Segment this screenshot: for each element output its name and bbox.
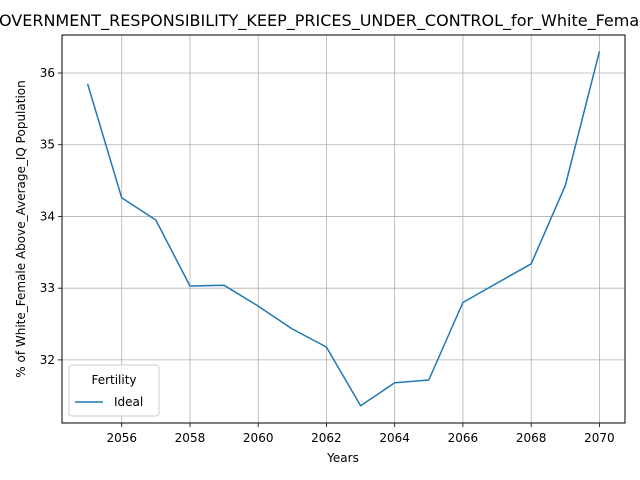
x-tick-label: 2060 — [243, 431, 274, 445]
y-tick-label: 34 — [40, 209, 55, 223]
x-tick-label: 2058 — [175, 431, 206, 445]
x-axis-label: Years — [326, 451, 359, 465]
y-tick-label: 33 — [40, 281, 55, 295]
x-tick-label: 2068 — [516, 431, 547, 445]
x-tick-label: 2066 — [448, 431, 479, 445]
y-tick-label: 36 — [40, 66, 55, 80]
x-tick-label: 2070 — [584, 431, 615, 445]
x-tick-label: 2062 — [311, 431, 342, 445]
x-tick-label: 2064 — [379, 431, 410, 445]
x-axis-ticks: 2056 2058 2060 2062 2064 2066 2068 2070 — [106, 423, 615, 445]
plot-area — [86, 51, 601, 407]
y-tick-label: 32 — [40, 353, 55, 367]
y-axis-ticks: 32 33 34 35 36 — [40, 66, 62, 367]
legend-entry-ideal: Ideal — [114, 395, 143, 409]
chart-title: GOVERNMENT_RESPONSIBILITY_KEEP_PRICES_UN… — [0, 11, 640, 31]
legend-box — [68, 364, 160, 417]
x-tick-label: 2056 — [106, 431, 137, 445]
grid-lines — [62, 35, 625, 423]
series-line-ideal — [86, 51, 601, 407]
legend-title: Fertility — [91, 373, 136, 387]
legend: Fertility Ideal — [68, 364, 160, 417]
y-axis-label: % of White_Female Above_Average_IQ Popul… — [14, 80, 28, 377]
y-tick-label: 35 — [40, 138, 55, 152]
plot-frame — [61, 34, 626, 424]
